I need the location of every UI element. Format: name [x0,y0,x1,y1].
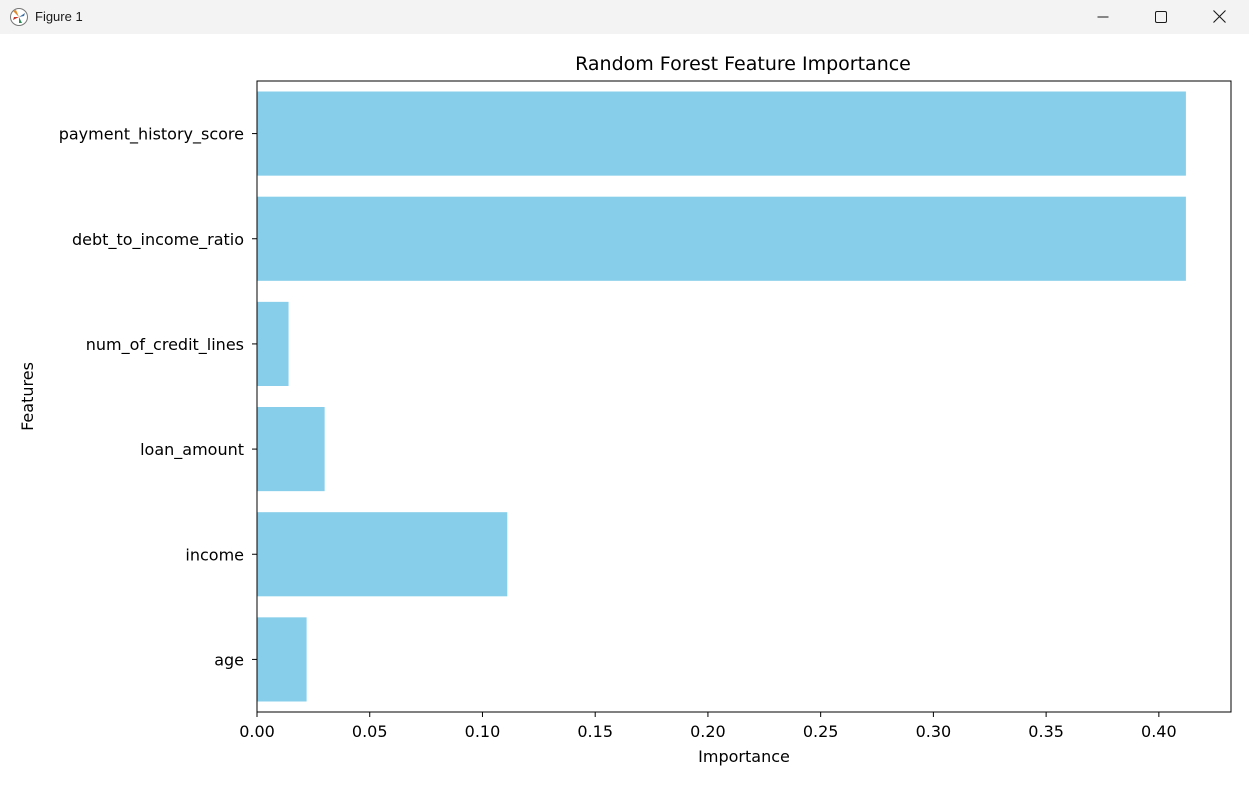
bar-chart: Random Forest Feature Importance age inco… [18,53,1232,766]
x-axis-label: Importance [698,747,790,766]
maximize-button[interactable] [1132,0,1190,34]
y-tick-label: age [214,650,244,669]
bar-debt_to_income_ratio [257,196,1186,281]
close-button[interactable] [1190,0,1248,34]
matplotlib-icon [9,7,29,27]
title-bar: Figure 1 [0,0,1249,34]
bars-group [257,91,1186,702]
x-tick-label: 0.25 [803,722,839,741]
x-tick-label: 0.20 [690,722,726,741]
chart-title: Random Forest Feature Importance [575,53,911,75]
y-tick-label: debt_to_income_ratio [72,230,244,250]
x-tick-label: 0.35 [1028,722,1064,741]
bar-income [257,512,508,597]
minimize-button[interactable] [1074,0,1132,34]
y-tick-label: payment_history_score [59,125,244,145]
x-ticks-group: 0.00 0.05 0.10 0.15 0.20 0.25 0.30 0.35 0.40 [239,712,1177,741]
x-tick-label: 0.40 [1141,722,1177,741]
y-tick-label: num_of_credit_lines [86,335,244,355]
axes-frame [256,80,1232,713]
x-tick-label: 0.15 [577,722,613,741]
x-tick-label: 0.10 [465,722,501,741]
x-tick-label: 0.30 [916,722,952,741]
bar-num_of_credit_lines [257,301,289,386]
y-tick-label: income [185,545,244,564]
y-tick-label: loan_amount [140,440,244,460]
x-tick-label: 0.05 [352,722,388,741]
window-title: Figure 1 [35,9,83,24]
y-axis-label: Features [18,362,37,431]
x-tick-label: 0.00 [239,722,275,741]
close-icon [1212,8,1226,27]
minimize-icon [1097,8,1109,27]
y-ticks-group: age income loan_amount num_of_credit_lines d… [59,125,257,669]
figure-canvas: Random Forest Feature Importance age inco… [0,34,1249,782]
maximize-icon [1155,8,1167,27]
bar-loan_amount [257,407,325,492]
bar-age [257,617,307,702]
bar-payment_history_score [257,91,1186,176]
